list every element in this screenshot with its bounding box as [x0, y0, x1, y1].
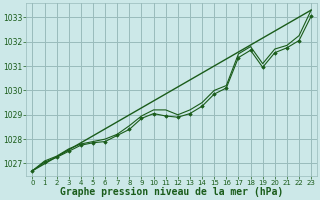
X-axis label: Graphe pression niveau de la mer (hPa): Graphe pression niveau de la mer (hPa) — [60, 187, 284, 197]
